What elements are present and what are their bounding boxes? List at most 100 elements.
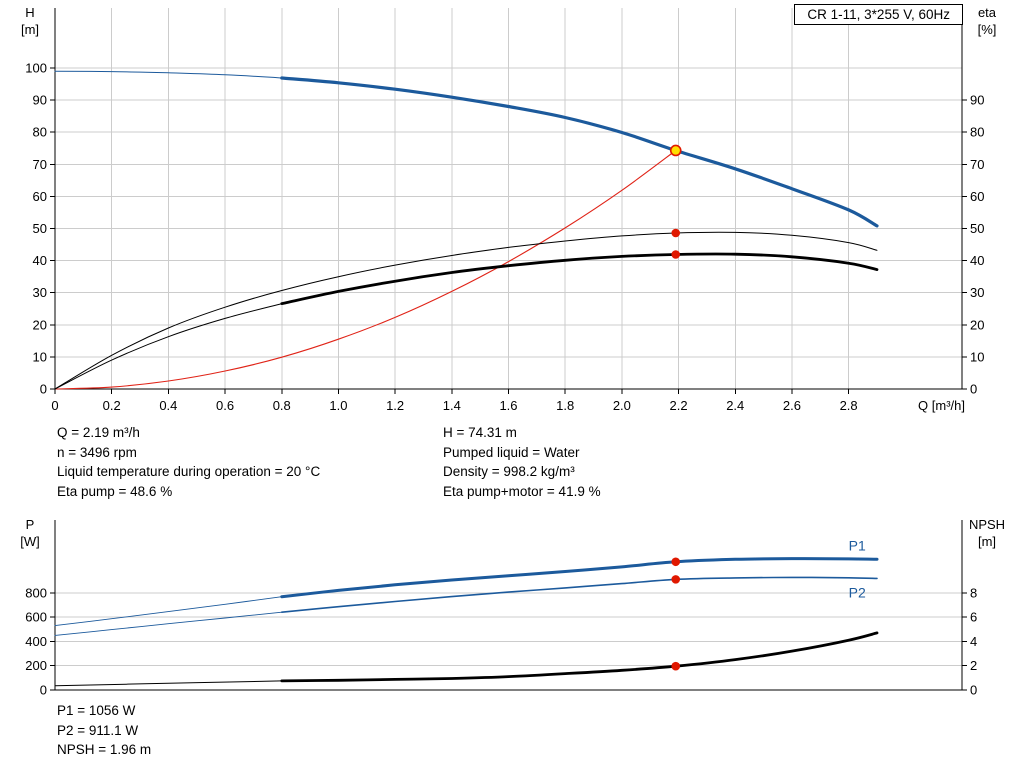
- p1-curve: [280, 557, 879, 599]
- svg-text:40: 40: [33, 253, 47, 268]
- power-npsh-annotations: P1 = 1056 W P2 = 911.1 W NPSH = 1.96 m: [57, 701, 151, 760]
- svg-text:0.2: 0.2: [103, 398, 121, 413]
- p2-curve-lead: [54, 611, 283, 636]
- svg-text:2.2: 2.2: [670, 398, 688, 413]
- svg-text:10: 10: [970, 349, 984, 364]
- svg-text:6: 6: [970, 610, 977, 625]
- eta-pump-motor-text: Eta pump+motor = 41.9 %: [443, 483, 601, 499]
- svg-text:8: 8: [970, 585, 977, 600]
- svg-text:2: 2: [970, 658, 977, 673]
- power-axis-label-unit: [W]: [20, 534, 40, 549]
- h-axis-label-unit: [m]: [20, 22, 40, 37]
- svg-text:1.4: 1.4: [443, 398, 461, 413]
- pump-title-box: CR 1-11, 3*255 V, 60Hz: [794, 4, 963, 25]
- qh-curve-lead: [54, 70, 283, 79]
- eta-axis-label: eta [%]: [966, 4, 1008, 38]
- svg-text:70: 70: [33, 157, 47, 172]
- svg-text:70: 70: [970, 157, 984, 172]
- svg-text:1.8: 1.8: [556, 398, 574, 413]
- svg-text:0: 0: [970, 683, 977, 698]
- h-axis-label: H [m]: [10, 4, 50, 38]
- eta-pump-duty-marker: [671, 228, 681, 238]
- svg-text:30: 30: [970, 285, 984, 300]
- p2-curve: [281, 576, 878, 613]
- tick-labels-qh-eta-chart: 0 10 20 30 40 50 60 70 80 90 100 0 10 20 30 40 50 60 70 80 9…: [25, 61, 984, 413]
- series-qh-eta-chart: [54, 70, 879, 390]
- axes-power-npsh-chart: [54, 520, 963, 691]
- npsh-axis-label: NPSH [m]: [962, 516, 1012, 550]
- eta-pump-text: Eta pump = 48.6 %: [57, 483, 173, 499]
- svg-text:0: 0: [51, 398, 58, 413]
- npsh-curve-lead: [54, 680, 283, 687]
- ticks-power-npsh-chart: [50, 592, 967, 691]
- npsh-axis-label-symbol: NPSH: [968, 517, 1006, 532]
- svg-text:100: 100: [25, 61, 47, 76]
- gridlines-power-npsh-chart: [55, 592, 962, 667]
- svg-text:80: 80: [970, 125, 984, 140]
- p1-duty-marker: [671, 557, 681, 567]
- svg-text:0.4: 0.4: [159, 398, 177, 413]
- eta-axis-label-symbol: eta: [977, 5, 997, 20]
- head-text: H = 74.31 m: [443, 425, 517, 440]
- density-text: Density = 998.2 kg/m³: [443, 464, 575, 479]
- svg-text:200: 200: [25, 658, 47, 673]
- qh-curve: [280, 76, 879, 228]
- svg-text:60: 60: [970, 189, 984, 204]
- duty-annotations-right: H = 74.31 m Pumped liquid = Water Densit…: [443, 423, 601, 501]
- svg-text:2.8: 2.8: [840, 398, 858, 413]
- svg-text:90: 90: [970, 93, 984, 108]
- eta-pump-curve: [54, 231, 878, 390]
- npsh-curve: [280, 631, 879, 683]
- ticks-qh-eta-chart: [50, 67, 967, 394]
- h-axis-label-symbol: H: [25, 5, 35, 20]
- p1-curve-lead: [54, 596, 283, 627]
- svg-text:400: 400: [25, 634, 47, 649]
- gridlines-qh-eta-chart: [55, 8, 962, 389]
- svg-text:20: 20: [33, 317, 47, 332]
- svg-text:2.6: 2.6: [783, 398, 801, 413]
- p2-duty-marker: [671, 575, 681, 584]
- svg-text:1.0: 1.0: [329, 398, 347, 413]
- svg-text:1.6: 1.6: [499, 398, 517, 413]
- svg-text:Q [m³/h]: Q [m³/h]: [918, 398, 965, 413]
- svg-text:90: 90: [33, 93, 47, 108]
- eta-pump-motor-curve-lead: [54, 303, 283, 390]
- svg-text:10: 10: [33, 349, 47, 364]
- p1-curve-label: P1: [849, 537, 866, 553]
- eta-pump-motor-duty-marker: [671, 250, 681, 259]
- svg-text:0.6: 0.6: [216, 398, 234, 413]
- speed-text: n = 3496 rpm: [57, 444, 137, 460]
- power-axis-label: P [W]: [10, 516, 50, 550]
- svg-text:30: 30: [33, 285, 47, 300]
- svg-text:0: 0: [40, 382, 47, 397]
- power-axis-label-symbol: P: [25, 517, 35, 532]
- svg-text:50: 50: [970, 221, 984, 236]
- npsh-duty-marker: [671, 661, 681, 671]
- p2-text: P2 = 911.1 W: [57, 722, 139, 738]
- svg-text:20: 20: [970, 317, 984, 332]
- series-power-npsh-chart: [54, 557, 879, 687]
- npsh-axis-label-unit: [m]: [977, 534, 997, 549]
- svg-text:50: 50: [33, 221, 47, 236]
- svg-text:60: 60: [33, 189, 47, 204]
- flow-text: Q = 2.19 m³/h: [57, 425, 140, 440]
- duty-annotations-left: Q = 2.19 m³/h n = 3496 rpm Liquid temper…: [57, 423, 320, 501]
- svg-text:0.8: 0.8: [273, 398, 291, 413]
- svg-text:40: 40: [970, 253, 984, 268]
- svg-text:2.4: 2.4: [726, 398, 744, 413]
- duty-point-marker: [669, 144, 682, 157]
- p2-curve-label: P2: [849, 585, 866, 601]
- svg-text:600: 600: [25, 610, 47, 625]
- p1-text: P1 = 1056 W: [57, 703, 136, 718]
- eta-axis-label-unit: [%]: [977, 22, 997, 37]
- svg-text:1.2: 1.2: [386, 398, 404, 413]
- eta-pump-motor-curve: [280, 252, 879, 305]
- svg-text:2.0: 2.0: [613, 398, 631, 413]
- system-curve: [54, 149, 677, 390]
- tick-labels-power-npsh-chart: 0 200 400 600 800 0 2 4 6 8: [25, 585, 977, 697]
- npsh-text: NPSH = 1.96 m: [57, 742, 152, 757]
- liquid-temperature-text: Liquid temperature during operation = 20…: [57, 464, 321, 479]
- svg-text:800: 800: [25, 585, 47, 600]
- svg-text:0: 0: [40, 683, 47, 698]
